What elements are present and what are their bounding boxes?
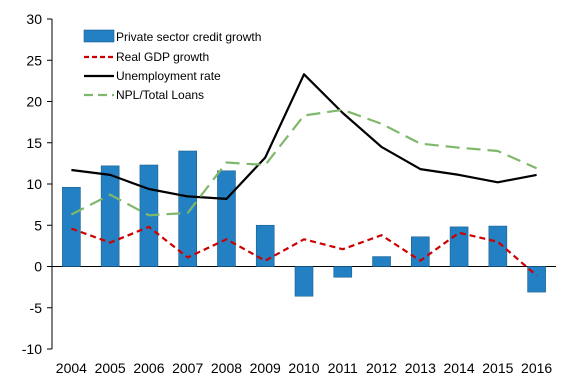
legend-label: NPL/Total Loans [116,88,204,102]
x-tick-label: 2011 [328,360,358,376]
x-tick-label: 2016 [521,360,552,376]
credit-growth-bar [217,171,235,267]
credit-growth-bar [101,166,119,267]
x-tick-label: 2014 [443,360,474,376]
x-tick-label: 2008 [211,360,242,376]
credit-growth-bar [295,267,313,297]
y-tick-label: -10 [22,341,42,357]
credit-growth-bar [256,225,274,266]
x-tick-label: 2005 [95,360,126,376]
legend-label: Unemployment rate [116,69,221,83]
x-tick-label: 2012 [366,360,397,376]
legend-label: Real GDP growth [116,50,209,64]
credit-growth-bar [411,237,429,267]
credit-growth-bar [450,227,468,267]
legend-label: Private sector credit growth [116,30,261,44]
y-tick-label: 0 [34,259,42,275]
y-tick-label: 15 [26,135,42,151]
credit-growth-bar [62,187,80,266]
x-tick-label: 2010 [288,360,319,376]
credit-growth-bar [334,267,352,278]
y-tick-label: 10 [26,176,42,192]
y-tick-label: 30 [26,11,42,27]
credit-growth-bar [179,151,197,267]
y-tick-label: -5 [30,300,43,316]
y-tick-label: 25 [26,52,42,68]
legend-swatch-bar [84,30,114,42]
y-tick-label: 20 [26,94,42,110]
x-tick-label: 2006 [133,360,164,376]
y-tick-label: 5 [34,217,42,233]
credit-growth-bar [373,257,391,267]
legend: Private sector credit growth Real GDP gro… [84,30,261,102]
x-tick-label: 2013 [405,360,436,376]
credit-growth-bar [489,226,507,266]
x-tick-label: 2007 [172,360,203,376]
x-tick-label: 2009 [250,360,281,376]
x-tick-label: 2015 [482,360,513,376]
x-tick-label: 2004 [56,360,87,376]
